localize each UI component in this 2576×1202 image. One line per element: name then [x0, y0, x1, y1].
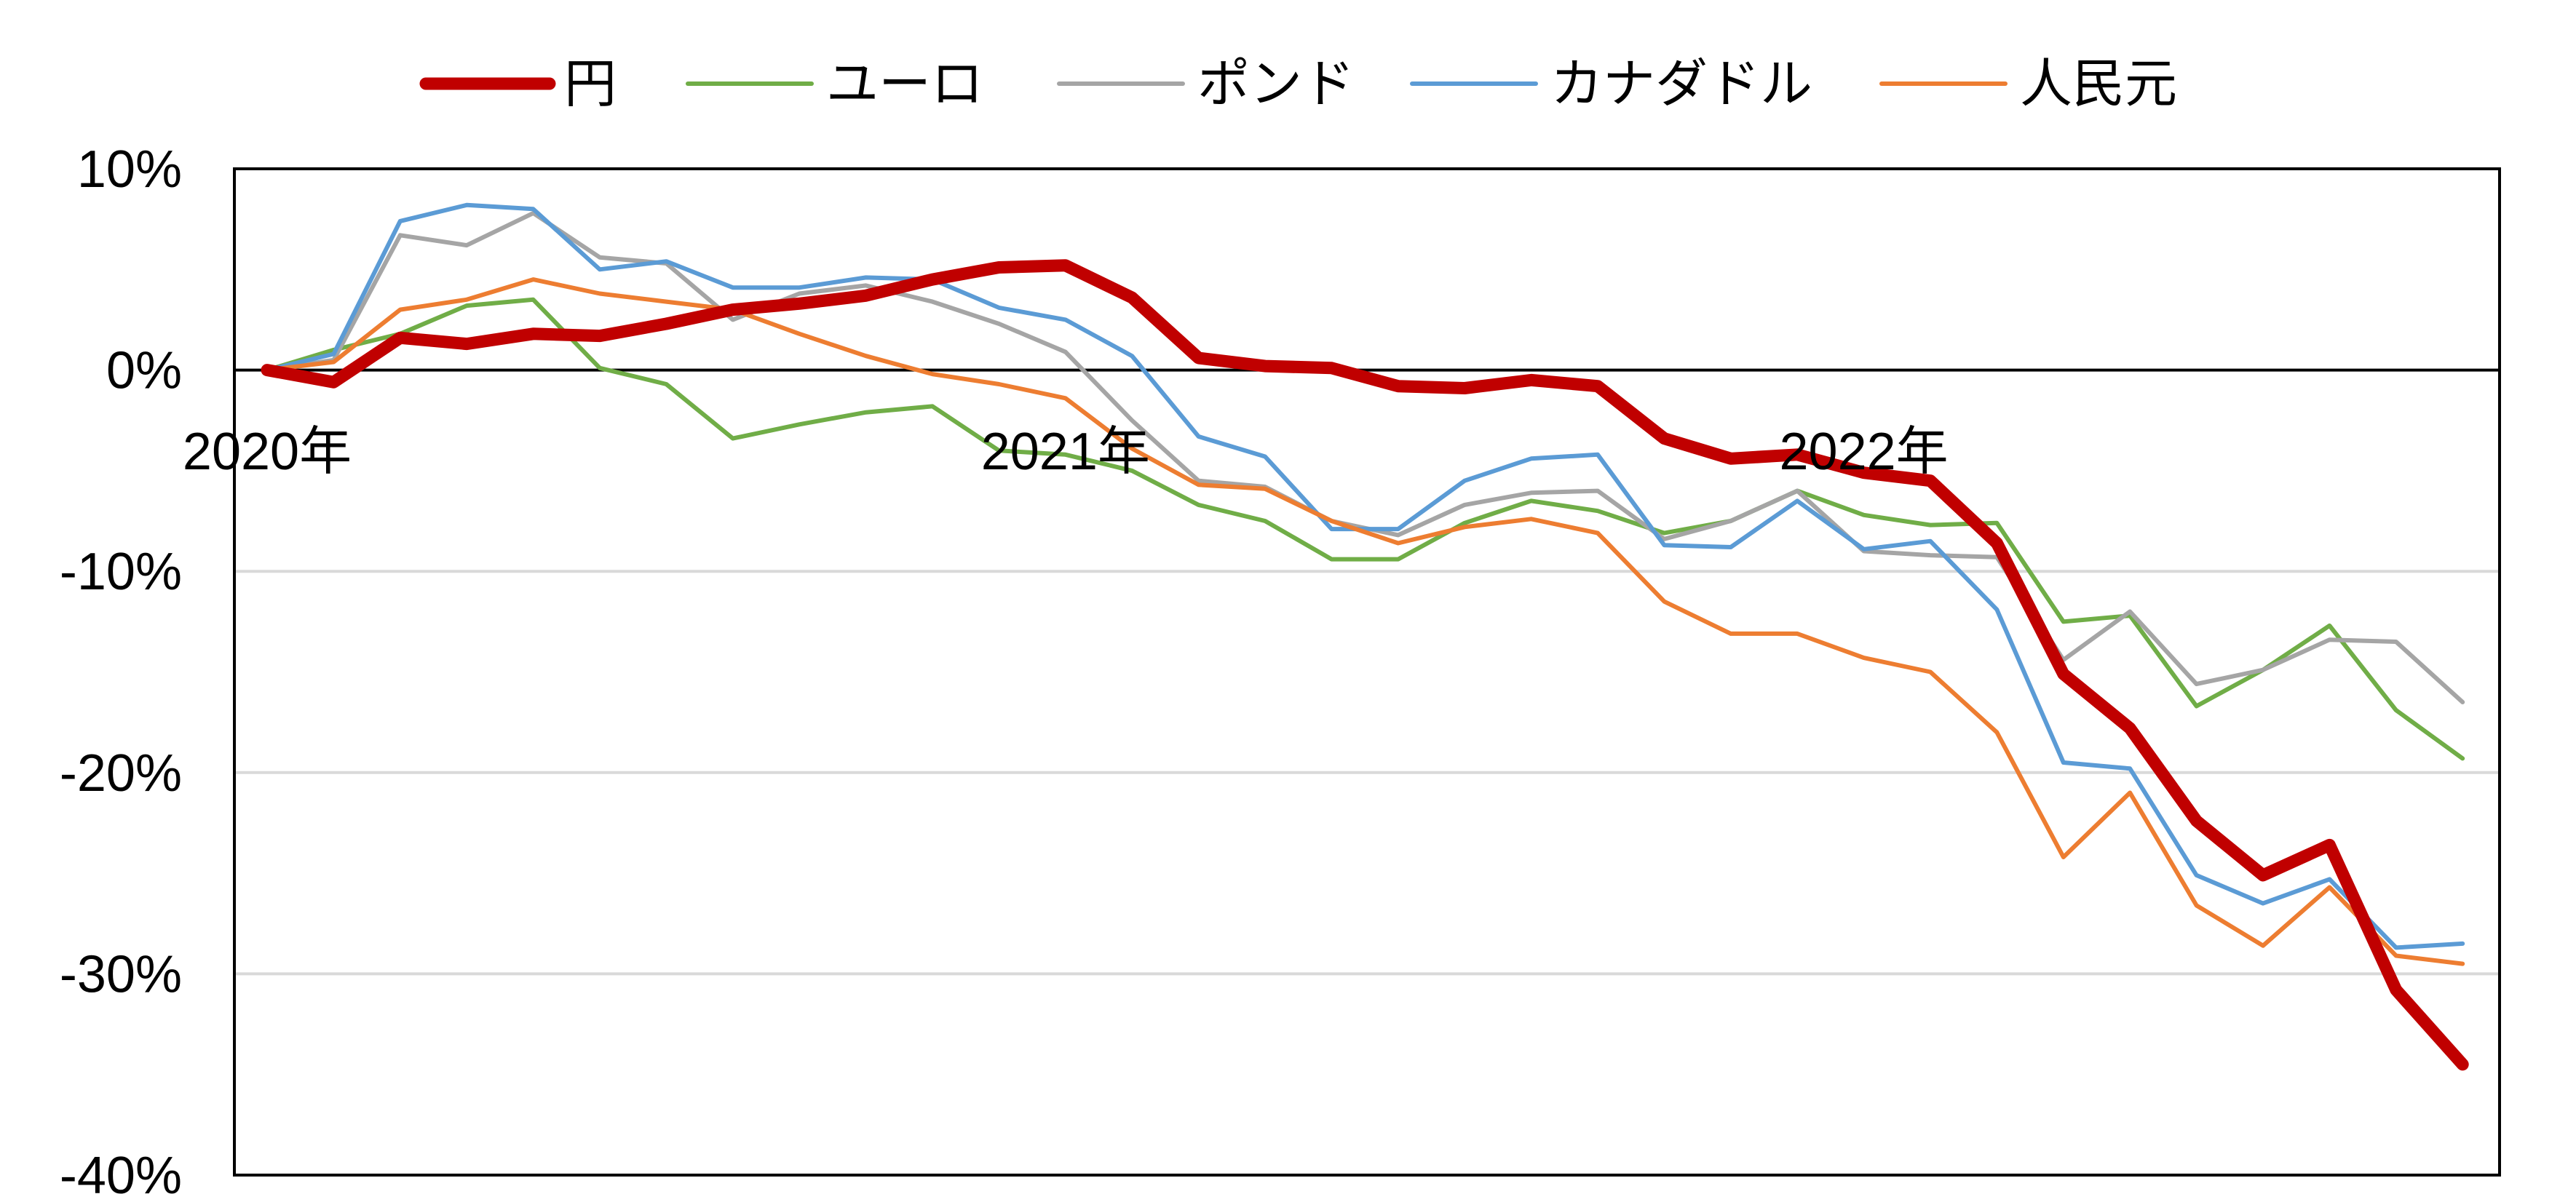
legend-label: 円	[564, 55, 617, 114]
x-tick-label: 2020年	[183, 423, 352, 481]
series-line-4	[261, 259, 2469, 1071]
legend-label: ユーロ	[826, 55, 983, 114]
x-axis-tick-labels: 2020年 2021年 2022年	[183, 423, 1949, 481]
plot-border	[233, 167, 2501, 1177]
series-lines	[261, 202, 2469, 1071]
series-line-3	[265, 277, 2465, 966]
y-tick-label: -30%	[60, 945, 182, 1003]
x-tick-label: 2022年	[1780, 423, 1949, 481]
y-tick-label: 10%	[77, 140, 182, 199]
legend-label: 人民元	[2020, 55, 2177, 114]
legend-label: ポンド	[1197, 55, 1355, 114]
y-axis-tick-labels: 10% 0% -10% -20% -30% -40%	[60, 140, 182, 1202]
series-line-2	[265, 202, 2465, 950]
y-tick-label: 0%	[106, 342, 182, 400]
legend-label: カナダドル	[1550, 55, 1812, 114]
y-tick-label: -20%	[60, 744, 182, 803]
y-tick-label: -10%	[60, 543, 182, 601]
y-tick-label: -40%	[60, 1147, 182, 1202]
chart-legend: 円 ユーロ ポンド カナダドル 人民元	[419, 55, 2177, 114]
y-gridlines	[234, 570, 2500, 976]
x-tick-label: 2021年	[981, 423, 1150, 481]
series-line-0	[265, 297, 2465, 761]
